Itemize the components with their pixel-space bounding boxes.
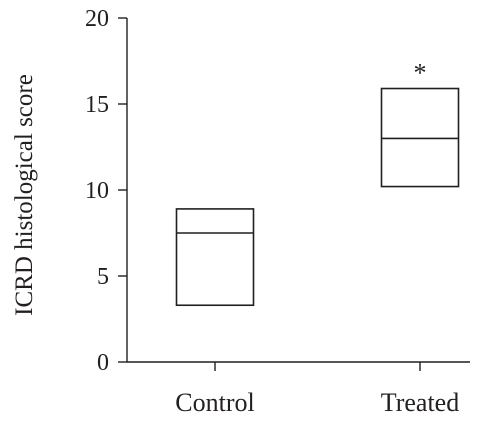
category-labels: Control Treated: [175, 388, 459, 417]
x-axis: [127, 361, 470, 371]
box-rect-control: [175, 208, 255, 307]
y-tick-label-0: 0: [97, 350, 109, 376]
y-tick-label-5: 5: [97, 264, 109, 290]
significance-marker-treated: *: [414, 59, 427, 88]
category-label-treated: Treated: [381, 388, 459, 417]
y-tick-label-10: 10: [85, 178, 109, 204]
y-ticks: 0 5 10 15 20: [85, 6, 127, 376]
box-control: [175, 208, 255, 307]
y-axis-title: ICRD histological score: [11, 74, 38, 316]
y-tick-label-20: 20: [85, 6, 109, 32]
y-tick-label-15: 15: [85, 92, 109, 118]
box-rect-treated: [380, 87, 460, 188]
box-treated: *: [380, 59, 460, 188]
boxes: *: [175, 59, 460, 307]
category-label-control: Control: [175, 388, 254, 417]
